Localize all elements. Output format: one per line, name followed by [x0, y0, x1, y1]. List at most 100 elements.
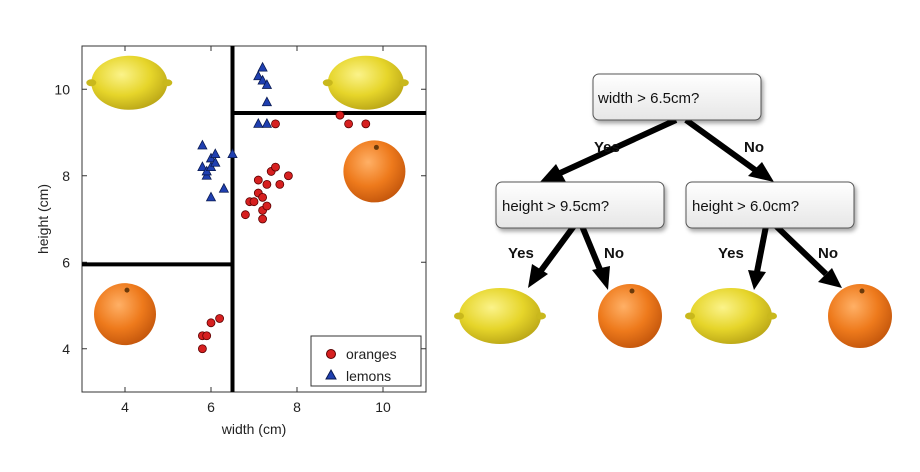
orange-stem-icon: [859, 288, 865, 294]
legend: oranges lemons: [310, 335, 422, 387]
point-oranges: [262, 179, 272, 189]
point-oranges: [215, 314, 225, 323]
orange-stem-icon: [629, 288, 635, 294]
edge-right-yes: [754, 225, 769, 273]
root-node-box: [592, 73, 762, 121]
lemon-tip-icon: [767, 312, 777, 320]
point-lemons: [205, 191, 217, 202]
legend-orange-marker: [326, 349, 336, 359]
left-node-box: [495, 181, 665, 229]
edge-root-no: [684, 117, 760, 175]
leaf-lemon-2: [685, 288, 777, 344]
point-lemons: [261, 96, 273, 107]
plot-lemon-icon: [327, 55, 404, 110]
point-lemons: [261, 79, 273, 89]
plot-lemon-tip-icon: [398, 79, 409, 87]
point-oranges: [253, 175, 263, 185]
point-lemons: [261, 117, 273, 128]
legend-label-lemons: lemons: [346, 368, 391, 384]
lemon-tip-icon: [454, 312, 464, 320]
point-oranges: [344, 119, 354, 129]
edge-label-left-no: No: [604, 245, 624, 262]
y-axis-label: height (cm): [35, 184, 51, 254]
scatter-plot: 4 6 8 10 4 6 8 10 width (cm) height (cm) orange…: [35, 45, 427, 437]
edge-label-root-no: No: [744, 139, 764, 156]
point-oranges: [258, 192, 268, 202]
arrowhead-root-yes: [540, 164, 566, 182]
right-node-box: [685, 181, 855, 229]
point-oranges: [275, 179, 285, 189]
edge-left-no: [579, 224, 604, 274]
right-node: height > 6.0cm?: [685, 181, 855, 229]
right-node-label: height > 6.0cm?: [692, 198, 799, 215]
lemon-tip-icon: [685, 312, 695, 320]
point-oranges: [197, 344, 207, 354]
orange-icon: [598, 284, 662, 348]
edge-root-yes: [556, 117, 678, 177]
legend-lemon-marker: [325, 368, 337, 380]
point-oranges: [335, 110, 345, 120]
root-node: width > 6.5cm?: [592, 73, 762, 121]
point-lemons: [210, 156, 221, 167]
arrowhead-right-yes: [748, 270, 766, 290]
leaf-orange-1: [598, 284, 662, 348]
lemon-icon: [459, 288, 541, 344]
edge-label-left-yes: Yes: [508, 245, 534, 262]
point-lemons: [253, 117, 264, 128]
point-lemons: [197, 139, 208, 150]
x-axis-label: width (cm): [221, 421, 287, 437]
left-node-label: height > 9.5cm?: [502, 198, 609, 215]
decision-tree: Yes No Yes No Yes No width > 6.5cm? heig…: [454, 73, 892, 348]
plot-lemon-tip-icon: [322, 79, 333, 87]
y-tick-label: 4: [62, 341, 70, 357]
point-oranges: [283, 171, 293, 181]
left-node: height > 9.5cm?: [495, 181, 665, 229]
root-node-label: width > 6.5cm?: [597, 90, 699, 107]
decision-boundaries: [82, 46, 426, 392]
point-oranges: [271, 162, 280, 172]
plot-lemon-icon: [91, 55, 168, 110]
point-oranges: [249, 197, 259, 207]
legend-label-oranges: oranges: [346, 346, 397, 362]
x-tick-label: 4: [121, 399, 129, 415]
edge-left-yes: [537, 224, 577, 274]
edge-right-no: [773, 223, 829, 277]
arrowhead-root-no: [748, 162, 774, 182]
edge-label-root-yes: Yes: [594, 139, 620, 156]
point-oranges: [262, 201, 272, 211]
plot-orange-icon: [343, 140, 406, 203]
plot-orange-stem-icon: [373, 144, 379, 150]
point-lemons: [257, 74, 268, 85]
leaf-lemon-1: [454, 288, 546, 344]
plot-lemon-tip-icon: [86, 79, 97, 87]
lemon-tip-icon: [536, 312, 546, 320]
plot-orange-stem-icon: [124, 287, 130, 293]
point-oranges: [240, 210, 250, 220]
leaf-orange-2: [828, 284, 892, 348]
plot-lemon-tip-icon: [162, 79, 173, 87]
fruit-images: [86, 55, 409, 346]
edge-label-right-yes: Yes: [718, 245, 744, 262]
point-lemons: [253, 70, 264, 81]
point-lemons: [197, 161, 208, 172]
point-lemons: [257, 61, 268, 72]
x-tick-label: 6: [207, 399, 215, 415]
lemon-icon: [690, 288, 772, 344]
orange-icon: [828, 284, 892, 348]
point-oranges: [206, 318, 216, 328]
x-tick-label: 8: [293, 399, 301, 415]
point-oranges: [258, 214, 268, 224]
plot-orange-icon: [94, 283, 156, 346]
edge-label-right-no: No: [818, 245, 838, 262]
arrowhead-left-yes: [528, 264, 548, 288]
axis-ticks: 4 6 8 10 4 6 8 10: [54, 46, 426, 415]
point-lemons: [218, 182, 230, 193]
arrowhead-right-no: [818, 268, 842, 288]
point-lemons: [227, 148, 238, 159]
point-oranges: [271, 119, 280, 129]
tree-edges: [528, 117, 842, 290]
y-tick-label: 6: [62, 254, 70, 270]
y-tick-label: 10: [54, 81, 70, 97]
y-tick-label: 8: [62, 168, 70, 184]
